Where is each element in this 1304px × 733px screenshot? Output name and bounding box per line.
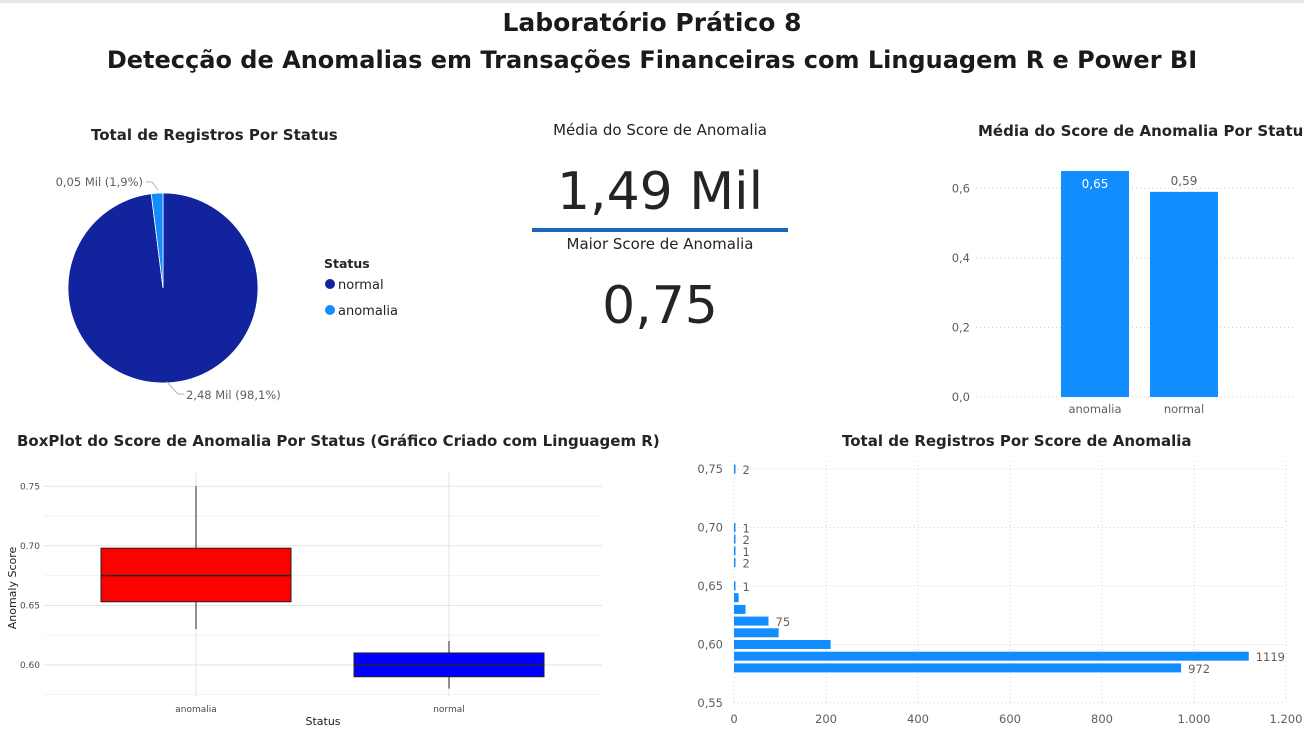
- hbar-value-label: 1: [743, 545, 750, 559]
- hbar-bar: [734, 546, 736, 556]
- hbar-bar: [734, 651, 1249, 661]
- mean-bar-chart[interactable]: 0,0 0,2 0,4 0,6 0,65 anomalia 0,59 normal: [930, 150, 1304, 425]
- mean-bar-chart-title: Média do Score de Anomalia Por Status: [978, 122, 1304, 140]
- bar-xtick-label: normal: [1164, 402, 1204, 416]
- page-title: Laboratório Prático 8: [502, 8, 802, 37]
- mean-score-value: 1,49 Mil: [556, 162, 764, 222]
- legend-marker-anomalia: [325, 305, 335, 315]
- hbar-bar: [734, 616, 769, 626]
- hbar-ytick-label: 0,60: [697, 638, 723, 652]
- legend-label-normal: normal: [338, 278, 384, 293]
- bar-value-label: 0,65: [1082, 177, 1109, 191]
- hbar-bar: [734, 604, 746, 614]
- pie-label-anomalia: 0,05 Mil (1,9%): [56, 175, 143, 189]
- bar-xtick-label: anomalia: [1068, 402, 1121, 416]
- hbar-ytick-label: 0,75: [697, 462, 723, 476]
- boxplot-chart[interactable]: 0.60 0.65 0.70 0.75 anomalia normal Status Anom…: [0, 460, 620, 733]
- hbar-bar: [734, 523, 736, 532]
- max-score-label: Maior Score de Anomalia: [566, 235, 754, 253]
- hbar-value-label: 2: [743, 463, 750, 477]
- pie-leader-normal: [166, 381, 184, 395]
- box-xtick-label: normal: [433, 705, 465, 715]
- max-score-value: 0,75: [602, 276, 718, 336]
- box-ytick-label: 0.65: [20, 601, 40, 611]
- hbar-xtick-label: 0: [730, 712, 737, 726]
- hbar-ytick-label: 0,65: [697, 579, 723, 593]
- pie-label-normal: 2,48 Mil (98,1%): [186, 388, 281, 402]
- box-ytick-label: 0.70: [20, 542, 40, 552]
- mean-score-label: Média do Score de Anomalia: [553, 121, 767, 139]
- hbar-xtick-label: 600: [999, 712, 1021, 726]
- hbar-xtick-label: 400: [907, 712, 929, 726]
- hbar-bar: [734, 663, 1182, 673]
- legend-label-anomalia: anomalia: [338, 304, 398, 319]
- box-ytick-label: 0.60: [20, 661, 40, 671]
- box-ytick-label: 0.75: [20, 482, 40, 492]
- hbar-xtick-label: 800: [1091, 712, 1113, 726]
- bar-ytick-label: 0,4: [952, 251, 970, 265]
- bar-normal: [1150, 191, 1218, 397]
- hbar-value-label: 1119: [1256, 650, 1285, 664]
- hbar-ytick-label: 0,55: [697, 696, 723, 710]
- bar-ytick-label: 0,6: [952, 181, 970, 195]
- hbar-value-label: 972: [1188, 662, 1210, 676]
- bar-anomalia: [1061, 171, 1129, 397]
- hbar-xtick-label: 1.000: [1178, 712, 1211, 726]
- hbar-bar: [734, 464, 736, 474]
- card-underline: [532, 228, 788, 232]
- hbar-xtick-label: 200: [815, 712, 837, 726]
- box-ylabel: Anomaly Score: [6, 546, 19, 629]
- pie-slice-anomalia: [150, 192, 164, 289]
- boxplot-title: BoxPlot do Score de Anomalia Por Status …: [17, 432, 660, 450]
- hbar-bar: [734, 640, 831, 649]
- hbar-chart[interactable]: 0 200 400 600 800 1.000 1.200 0,55 0,60 0,65 0,70 0…: [690, 455, 1304, 733]
- hbar-bar: [734, 558, 736, 568]
- hbar-value-label: 1: [743, 580, 750, 594]
- hbar-bar: [734, 593, 739, 603]
- hbar-bar: [734, 628, 779, 638]
- pie-chart[interactable]: 2,48 Mil (98,1%) 0,05 Mil (1,9%) Status nor…: [0, 150, 440, 420]
- hbar-xtick-label: 1.200: [1270, 712, 1303, 726]
- legend-marker-normal: [325, 279, 335, 289]
- hbar-value-label: 2: [743, 533, 750, 547]
- hbar-value-label: 2: [743, 557, 750, 571]
- page-subtitle: Detecção de Anomalias em Transações Fina…: [106, 46, 1198, 74]
- pie-leader-anomalia: [146, 181, 159, 191]
- hbar-value-label: 1: [743, 522, 750, 536]
- box-xtick-label: anomalia: [175, 705, 217, 715]
- hbar-value-label: 75: [776, 615, 791, 629]
- bar-ytick-label: 0,2: [952, 320, 970, 334]
- top-border: [0, 0, 1304, 3]
- legend-title: Status: [324, 256, 370, 271]
- bar-ytick-label: 0,0: [952, 390, 970, 404]
- box-xlabel: Status: [305, 715, 340, 728]
- hbar-chart-title: Total de Registros Por Score de Anomalia: [842, 432, 1192, 450]
- bar-value-label: 0,59: [1171, 174, 1198, 188]
- hbar-bar: [734, 581, 736, 591]
- hbar-ytick-label: 0,70: [697, 521, 723, 535]
- pie-chart-title: Total de Registros Por Status: [91, 126, 338, 144]
- hbar-bar: [734, 534, 736, 544]
